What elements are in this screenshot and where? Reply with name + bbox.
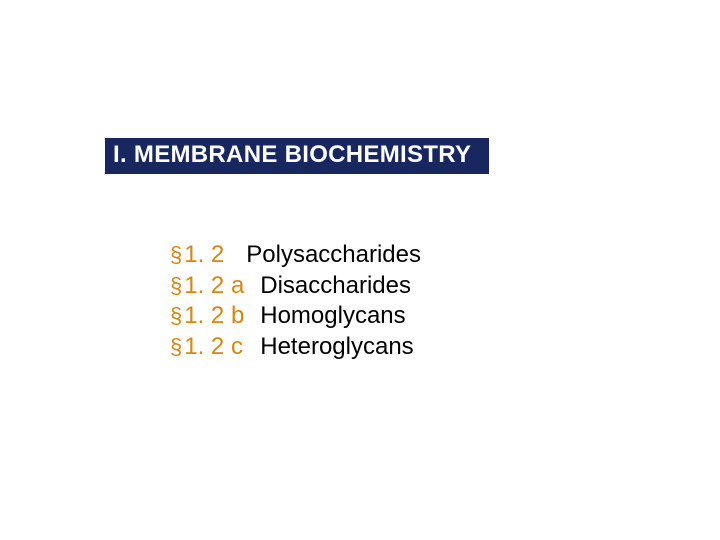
section-symbol: § (170, 302, 182, 330)
section-number: 1. 2 c (184, 332, 260, 363)
section-number: 1. 2 b (184, 301, 260, 332)
topic-row: § 1. 2 c Heteroglycans (170, 332, 421, 363)
topic-label: Polysaccharides (246, 240, 421, 271)
topic-label: Heteroglycans (260, 332, 413, 363)
topic-row: § 1. 2 b Homoglycans (170, 301, 421, 332)
section-number: 1. 2 a (184, 271, 260, 302)
section-number: 1. 2 (184, 240, 246, 271)
topic-row: § 1. 2 Polysaccharides (170, 240, 421, 271)
slide-title-box: I. MEMBRANE BIOCHEMISTRY (105, 138, 489, 174)
topic-list: § 1. 2 Polysaccharides § 1. 2 a Disaccha… (170, 240, 421, 363)
section-symbol: § (170, 241, 182, 269)
slide-title: I. MEMBRANE BIOCHEMISTRY (113, 141, 471, 168)
topic-label: Homoglycans (260, 301, 405, 332)
topic-row: § 1. 2 a Disaccharides (170, 271, 421, 302)
section-symbol: § (170, 333, 182, 361)
topic-label: Disaccharides (260, 271, 411, 302)
section-symbol: § (170, 272, 182, 300)
